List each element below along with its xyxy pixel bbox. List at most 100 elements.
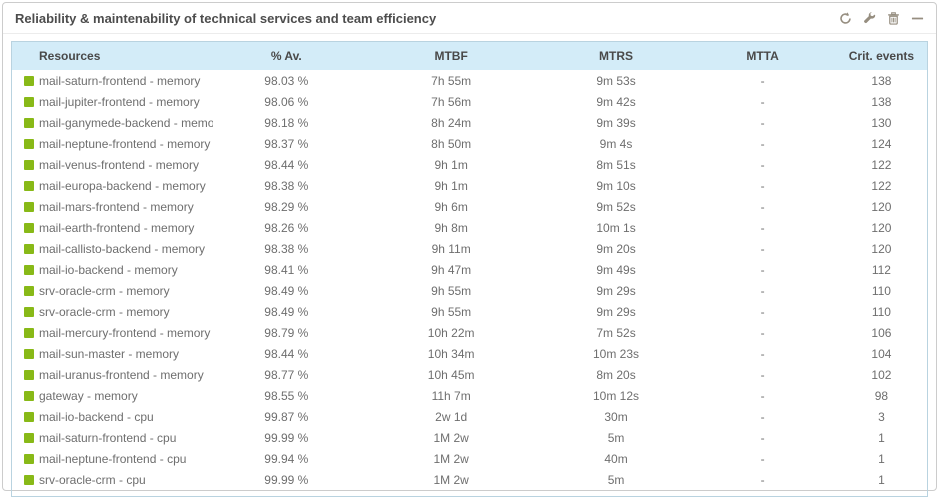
availability-cell: 98.29 % xyxy=(264,199,309,214)
mtta-cell: - xyxy=(760,346,765,361)
availability-cell: 98.03 % xyxy=(264,73,309,88)
resource-name[interactable]: mail-jupiter-frontend - memory xyxy=(39,94,200,109)
mtta-cell: - xyxy=(760,325,765,340)
refresh-icon[interactable] xyxy=(838,11,852,25)
resource-cell: mail-callisto-backend - memory xyxy=(12,238,214,259)
resource-name[interactable]: mail-mercury-frontend - memory xyxy=(39,325,211,340)
mtrs-cell: 9m 52s xyxy=(596,199,636,214)
mtbf-cell: 9h 8m xyxy=(434,220,468,235)
table-wrap: Resources % Av. MTBF MTRS MTTA Crit. eve… xyxy=(11,41,928,497)
availability-cell: 98.38 % xyxy=(264,178,309,193)
table-row: mail-earth-frontend - memory 98.26 % 9h … xyxy=(12,217,928,238)
widget-actions xyxy=(838,11,924,25)
mtrs-cell: 40m xyxy=(604,451,628,466)
resource-name[interactable]: mail-io-backend - memory xyxy=(39,262,178,277)
status-ok-icon xyxy=(24,327,34,338)
status-ok-icon xyxy=(24,306,34,317)
resource-cell: mail-mars-frontend - memory xyxy=(12,196,214,217)
resource-name[interactable]: gateway - memory xyxy=(39,388,138,403)
table-row: mail-io-backend - memory 98.41 % 9h 47m … xyxy=(12,259,928,280)
status-ok-icon xyxy=(24,138,34,149)
mtrs-cell: 7m 52s xyxy=(596,325,636,340)
resource-cell: srv-oracle-crm - cpu xyxy=(12,469,214,497)
status-ok-icon xyxy=(24,369,34,380)
table-body: mail-saturn-frontend - memory 98.03 % 7h… xyxy=(12,70,928,497)
resource-cell: mail-sun-master - memory xyxy=(12,343,214,364)
resource-name[interactable]: mail-neptune-frontend - memory xyxy=(39,136,211,151)
table-row: mail-venus-frontend - memory 98.44 % 9h … xyxy=(12,154,928,175)
resource-cell: srv-oracle-crm - memory xyxy=(12,301,214,322)
resource-name[interactable]: mail-venus-frontend - memory xyxy=(39,157,200,172)
resource-name[interactable]: srv-oracle-crm - cpu xyxy=(39,472,146,487)
resource-name[interactable]: srv-oracle-crm - memory xyxy=(39,283,170,298)
resource-name[interactable]: mail-earth-frontend - memory xyxy=(39,220,195,235)
table-row: mail-mars-frontend - memory 98.29 % 9h 6… xyxy=(12,196,928,217)
availability-cell: 98.79 % xyxy=(264,325,309,340)
crit-events-cell: 3 xyxy=(878,409,885,424)
mtbf-cell: 9h 6m xyxy=(434,199,468,214)
wrench-icon[interactable] xyxy=(862,11,876,25)
mtbf-cell: 10h 22m xyxy=(427,325,475,340)
mtrs-cell: 8m 20s xyxy=(596,367,636,382)
mtta-cell: - xyxy=(760,220,765,235)
resource-name[interactable]: mail-ganymede-backend - memory xyxy=(39,115,214,130)
resource-name[interactable]: mail-uranus-frontend - memory xyxy=(39,367,204,382)
widget-title: Reliability & maintenability of technica… xyxy=(15,10,437,26)
table-row: mail-io-backend - cpu 99.87 % 2w 1d 30m … xyxy=(12,406,928,427)
status-ok-icon xyxy=(24,96,34,107)
resource-name[interactable]: mail-mars-frontend - memory xyxy=(39,199,194,214)
status-ok-icon xyxy=(24,243,34,254)
mtrs-cell: 9m 42s xyxy=(596,94,636,109)
availability-cell: 98.55 % xyxy=(264,388,309,403)
mtta-cell: - xyxy=(760,409,765,424)
mtbf-cell: 9h 1m xyxy=(434,178,468,193)
mtbf-cell: 7h 55m xyxy=(431,73,472,88)
table-row: mail-ganymede-backend - memory 98.18 % 8… xyxy=(12,112,928,133)
resource-cell: mail-ganymede-backend - memory xyxy=(12,112,214,133)
reliability-table: Resources % Av. MTBF MTRS MTTA Crit. eve… xyxy=(11,41,928,497)
table-row: mail-jupiter-frontend - memory 98.06 % 7… xyxy=(12,91,928,112)
mtrs-cell: 9m 10s xyxy=(596,178,636,193)
status-ok-icon xyxy=(24,474,34,485)
mtta-cell: - xyxy=(760,262,765,277)
resource-name[interactable]: mail-saturn-frontend - cpu xyxy=(39,430,177,445)
resource-name[interactable]: mail-saturn-frontend - memory xyxy=(39,73,201,88)
trash-icon[interactable] xyxy=(886,11,900,25)
mtta-cell: - xyxy=(760,451,765,466)
availability-cell: 98.26 % xyxy=(264,220,309,235)
resource-cell: mail-mercury-frontend - memory xyxy=(12,322,214,343)
status-ok-icon xyxy=(24,285,34,296)
resource-cell: mail-earth-frontend - memory xyxy=(12,217,214,238)
mtta-cell: - xyxy=(760,136,765,151)
mtrs-cell: 8m 51s xyxy=(596,157,636,172)
mtta-cell: - xyxy=(760,157,765,172)
crit-events-cell: 104 xyxy=(871,346,892,361)
status-ok-icon xyxy=(24,432,34,443)
crit-events-cell: 120 xyxy=(871,220,892,235)
resource-name[interactable]: mail-neptune-frontend - cpu xyxy=(39,451,187,466)
mtta-cell: - xyxy=(760,73,765,88)
mtbf-cell: 9h 1m xyxy=(434,157,468,172)
resource-name[interactable]: mail-sun-master - memory xyxy=(39,346,180,361)
crit-events-cell: 106 xyxy=(871,325,892,340)
column-header-availability: % Av. xyxy=(213,41,360,70)
resource-name[interactable]: mail-io-backend - cpu xyxy=(39,409,154,424)
availability-cell: 98.06 % xyxy=(264,94,309,109)
crit-events-cell: 120 xyxy=(871,241,892,256)
mtta-cell: - xyxy=(760,94,765,109)
mtbf-cell: 8h 50m xyxy=(431,136,472,151)
table-row: srv-oracle-crm - memory 98.49 % 9h 55m 9… xyxy=(12,301,928,322)
mtbf-cell: 10h 45m xyxy=(427,367,475,382)
mtrs-cell: 9m 4s xyxy=(599,136,633,151)
mtbf-cell: 10h 34m xyxy=(427,346,475,361)
resource-name[interactable]: srv-oracle-crm - memory xyxy=(39,304,170,319)
mtbf-cell: 1M 2w xyxy=(433,430,469,445)
minimize-icon[interactable] xyxy=(910,11,924,25)
resource-name[interactable]: mail-callisto-backend - memory xyxy=(39,241,206,256)
status-ok-icon xyxy=(24,453,34,464)
mtrs-cell: 9m 49s xyxy=(596,262,636,277)
resource-cell: srv-oracle-crm - memory xyxy=(12,280,214,301)
resource-name[interactable]: mail-europa-backend - memory xyxy=(39,178,206,193)
availability-cell: 98.37 % xyxy=(264,136,309,151)
